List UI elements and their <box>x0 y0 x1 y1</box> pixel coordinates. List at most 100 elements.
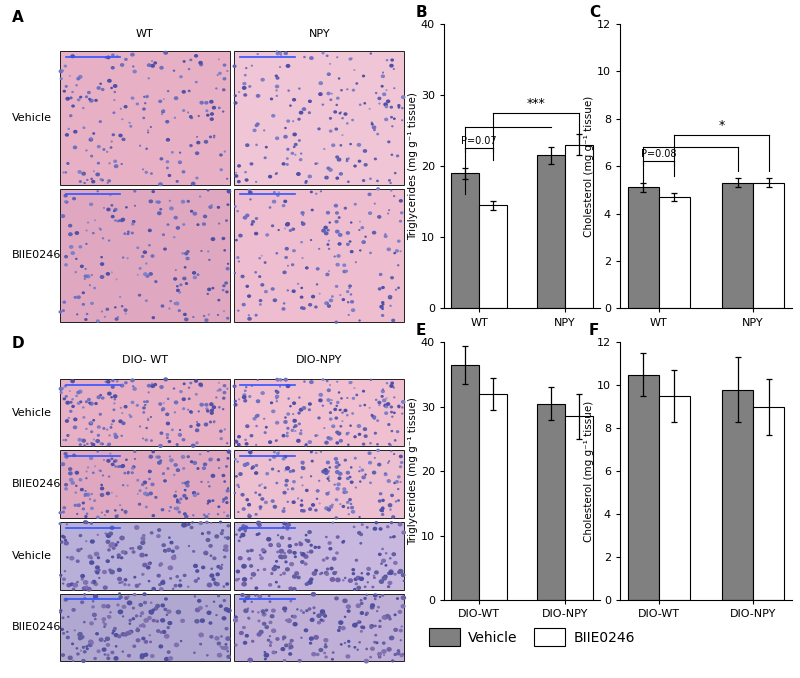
Circle shape <box>234 206 236 207</box>
Circle shape <box>310 476 311 477</box>
Circle shape <box>216 397 217 398</box>
Circle shape <box>294 144 297 146</box>
Circle shape <box>375 93 377 94</box>
Circle shape <box>384 575 387 578</box>
Circle shape <box>63 90 66 92</box>
Circle shape <box>269 544 272 546</box>
Circle shape <box>338 477 341 479</box>
Circle shape <box>222 647 225 649</box>
Circle shape <box>158 461 161 464</box>
Circle shape <box>90 402 93 405</box>
Circle shape <box>130 125 132 127</box>
Circle shape <box>246 499 248 500</box>
Circle shape <box>282 639 284 640</box>
Circle shape <box>149 580 150 582</box>
Circle shape <box>93 601 94 602</box>
Circle shape <box>341 89 342 91</box>
Circle shape <box>326 557 328 559</box>
Circle shape <box>342 542 343 543</box>
Circle shape <box>106 637 110 641</box>
Circle shape <box>293 420 296 422</box>
Circle shape <box>306 540 310 542</box>
Circle shape <box>358 424 361 427</box>
Circle shape <box>203 463 206 466</box>
Circle shape <box>382 75 384 77</box>
Circle shape <box>182 171 185 173</box>
Circle shape <box>317 654 319 656</box>
Circle shape <box>96 439 99 443</box>
Circle shape <box>272 629 275 633</box>
Circle shape <box>162 408 165 410</box>
Circle shape <box>359 320 360 321</box>
Circle shape <box>100 179 102 180</box>
Circle shape <box>106 540 110 543</box>
Circle shape <box>388 572 390 574</box>
Circle shape <box>213 106 215 109</box>
Circle shape <box>200 454 201 455</box>
Circle shape <box>351 58 352 59</box>
Circle shape <box>286 158 288 159</box>
Circle shape <box>398 104 400 106</box>
Text: D: D <box>12 336 25 351</box>
Circle shape <box>152 588 155 591</box>
Circle shape <box>59 311 62 313</box>
Circle shape <box>329 222 330 223</box>
Circle shape <box>385 119 387 121</box>
Circle shape <box>164 52 167 54</box>
Circle shape <box>310 191 312 193</box>
Circle shape <box>358 532 361 534</box>
Circle shape <box>114 399 115 400</box>
Circle shape <box>304 56 305 58</box>
Circle shape <box>309 508 311 511</box>
Circle shape <box>159 563 162 565</box>
Circle shape <box>375 522 378 523</box>
Circle shape <box>224 545 228 549</box>
Circle shape <box>198 274 199 275</box>
Circle shape <box>160 432 162 434</box>
Circle shape <box>108 616 110 618</box>
Circle shape <box>398 287 399 288</box>
Circle shape <box>124 233 126 235</box>
Circle shape <box>266 234 269 236</box>
Circle shape <box>83 581 88 584</box>
Circle shape <box>308 531 311 534</box>
Circle shape <box>250 199 251 200</box>
Text: Vehicle: Vehicle <box>12 407 52 418</box>
Circle shape <box>336 471 339 473</box>
Circle shape <box>62 463 65 466</box>
Circle shape <box>212 500 214 501</box>
Circle shape <box>286 467 289 470</box>
Circle shape <box>282 308 285 310</box>
Circle shape <box>382 304 384 305</box>
Circle shape <box>213 557 216 559</box>
Circle shape <box>243 83 246 85</box>
Circle shape <box>82 660 85 662</box>
Circle shape <box>337 255 340 257</box>
Circle shape <box>302 407 306 410</box>
Circle shape <box>226 317 229 319</box>
Circle shape <box>103 586 107 589</box>
Circle shape <box>207 503 208 504</box>
Circle shape <box>255 464 258 466</box>
Circle shape <box>70 410 72 412</box>
Circle shape <box>245 390 246 391</box>
Circle shape <box>293 402 295 404</box>
Circle shape <box>306 539 307 540</box>
Circle shape <box>140 145 141 146</box>
Circle shape <box>242 565 246 568</box>
Circle shape <box>327 229 330 231</box>
Circle shape <box>142 612 143 613</box>
Circle shape <box>287 523 290 526</box>
Circle shape <box>336 405 338 406</box>
Circle shape <box>254 472 258 474</box>
Circle shape <box>109 476 110 477</box>
Circle shape <box>281 536 284 539</box>
Bar <box>479 394 507 600</box>
Circle shape <box>126 459 127 460</box>
Circle shape <box>111 87 112 89</box>
Circle shape <box>382 576 386 580</box>
Circle shape <box>190 412 193 413</box>
Circle shape <box>349 579 352 582</box>
Circle shape <box>194 652 195 654</box>
Circle shape <box>338 392 340 393</box>
